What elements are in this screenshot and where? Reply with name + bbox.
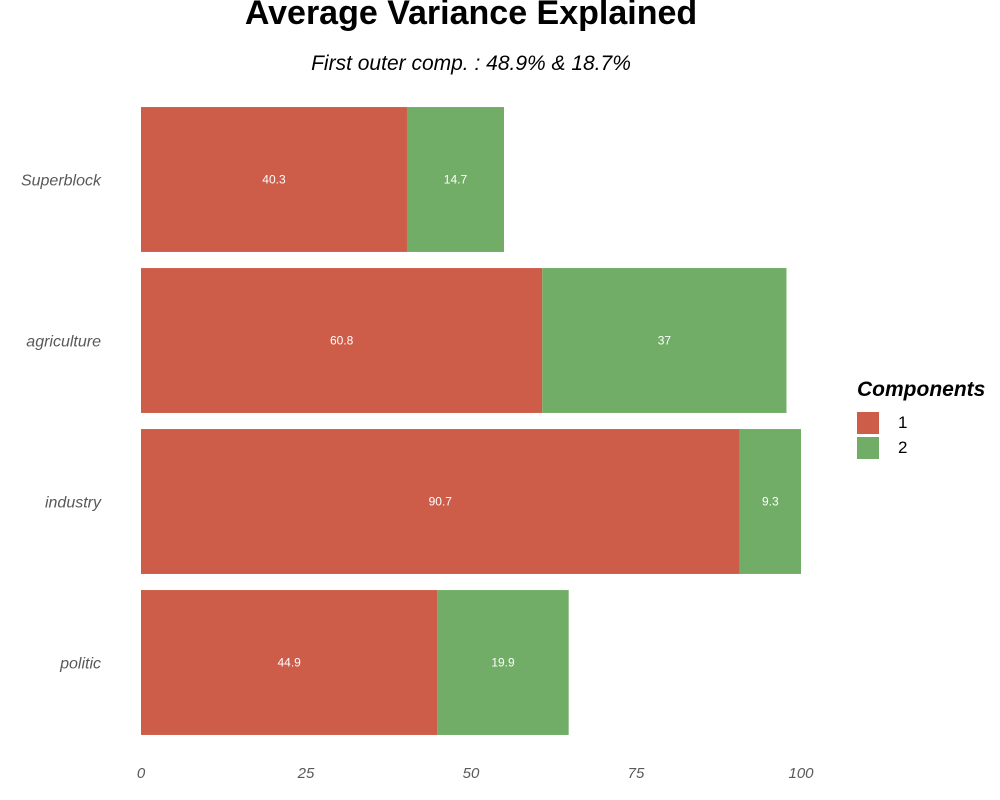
data-label-politic-series-1: 44.9 xyxy=(277,656,301,670)
data-label-Superblock-series-2: 14.7 xyxy=(444,173,468,187)
bar-agriculture-series-1 xyxy=(141,268,543,413)
category-label-Superblock: Superblock xyxy=(21,173,102,190)
data-label-industry-series-1: 90.7 xyxy=(429,495,453,509)
chart-title: Average Variance Explained xyxy=(244,0,698,32)
legend-swatch-series-1 xyxy=(857,411,879,434)
bar-politic-series-1 xyxy=(141,590,438,735)
legend-item-series-2: 2 xyxy=(857,435,985,460)
data-label-politic-series-2: 19.9 xyxy=(491,656,515,670)
bar-Superblock-series-1 xyxy=(141,107,407,252)
bar-politic-series-2 xyxy=(437,590,569,735)
legend-swatch-series-2 xyxy=(857,436,879,459)
bar-industry-series-2 xyxy=(739,429,801,574)
legend: Components 1 2 xyxy=(857,378,985,460)
x-tick-label-0: 0 xyxy=(137,765,146,782)
x-tick-label-50: 50 xyxy=(463,765,480,782)
x-tick-label-25: 25 xyxy=(297,765,315,782)
category-label-politic: politic xyxy=(59,656,101,673)
x-tick-label-75: 75 xyxy=(628,765,645,782)
data-label-agriculture-series-2: 37 xyxy=(658,334,672,348)
data-label-industry-series-2: 9.3 xyxy=(762,495,779,509)
legend-item-series-1: 1 xyxy=(857,410,985,435)
legend-label-series-2: 2 xyxy=(898,437,908,457)
legend-label-series-1: 1 xyxy=(898,412,908,432)
data-label-agriculture-series-1: 60.8 xyxy=(330,334,354,348)
chart-subtitle: First outer comp. : 48.9% & 18.7% xyxy=(311,52,631,75)
bar-Superblock-series-2 xyxy=(406,107,504,252)
category-label-agriculture: agriculture xyxy=(26,334,101,351)
category-label-industry: industry xyxy=(45,495,102,512)
data-label-Superblock-series-1: 40.3 xyxy=(262,173,286,187)
x-tick-label-100: 100 xyxy=(788,765,814,782)
legend-title: Components xyxy=(857,378,986,401)
bar-industry-series-1 xyxy=(141,429,740,574)
bar-agriculture-series-2 xyxy=(542,268,787,413)
